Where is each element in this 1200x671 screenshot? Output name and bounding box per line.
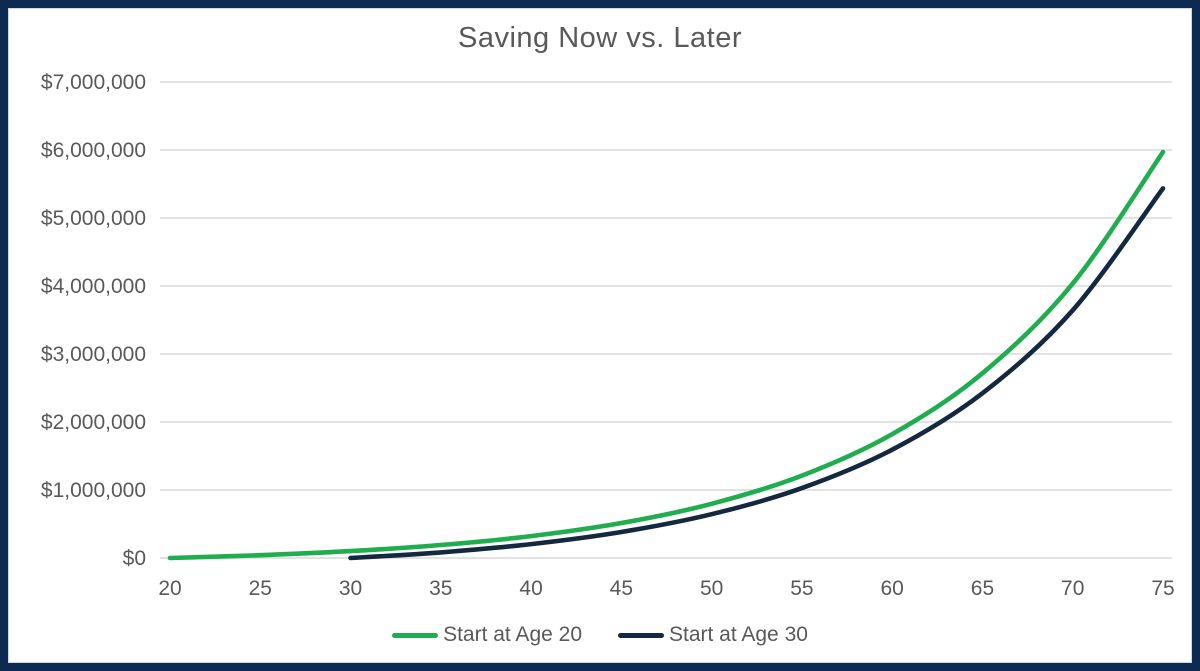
x-axis-label: 50: [700, 577, 723, 600]
chart-legend: Start at Age 20 Start at Age 30: [0, 619, 1200, 651]
y-axis-label: $7,000,000: [41, 71, 146, 94]
y-axis-label: $4,000,000: [41, 275, 146, 298]
y-axis-label: $5,000,000: [41, 207, 146, 230]
legend-swatch-age-20: [392, 632, 439, 638]
x-axis-label: 60: [881, 577, 904, 600]
legend-swatch-age-30: [618, 632, 664, 638]
y-axis-label: $3,000,000: [41, 343, 146, 366]
y-axis-label: $1,000,000: [41, 479, 146, 502]
legend-item-start-age-30: Start at Age 30: [618, 623, 808, 647]
series-line-start-age-30: [348, 186, 1166, 561]
y-axis-label: $6,000,000: [41, 139, 146, 162]
x-axis-label: 20: [158, 577, 181, 600]
x-axis-label: 45: [610, 577, 633, 600]
x-axis-label: 25: [249, 577, 272, 600]
legend-label-age-20: Start at Age 20: [443, 623, 582, 646]
legend-item-start-age-20: Start at Age 20: [392, 623, 582, 647]
x-axis-label: 55: [790, 577, 813, 600]
y-axis-label: $2,000,000: [41, 411, 146, 434]
series-line-start-age-20: [167, 149, 1166, 561]
y-axis-label: $0: [123, 547, 146, 570]
x-axis-label: 70: [1061, 577, 1084, 600]
chart-title: Saving Now vs. Later: [457, 22, 742, 54]
legend-label-age-30: Start at Age 30: [669, 623, 808, 646]
x-axis-label: 75: [1151, 577, 1174, 600]
x-axis-label: 40: [519, 577, 542, 600]
x-axis-label: 65: [971, 577, 994, 600]
x-axis-label: 35: [429, 577, 452, 600]
x-axis-label: 30: [339, 577, 362, 600]
